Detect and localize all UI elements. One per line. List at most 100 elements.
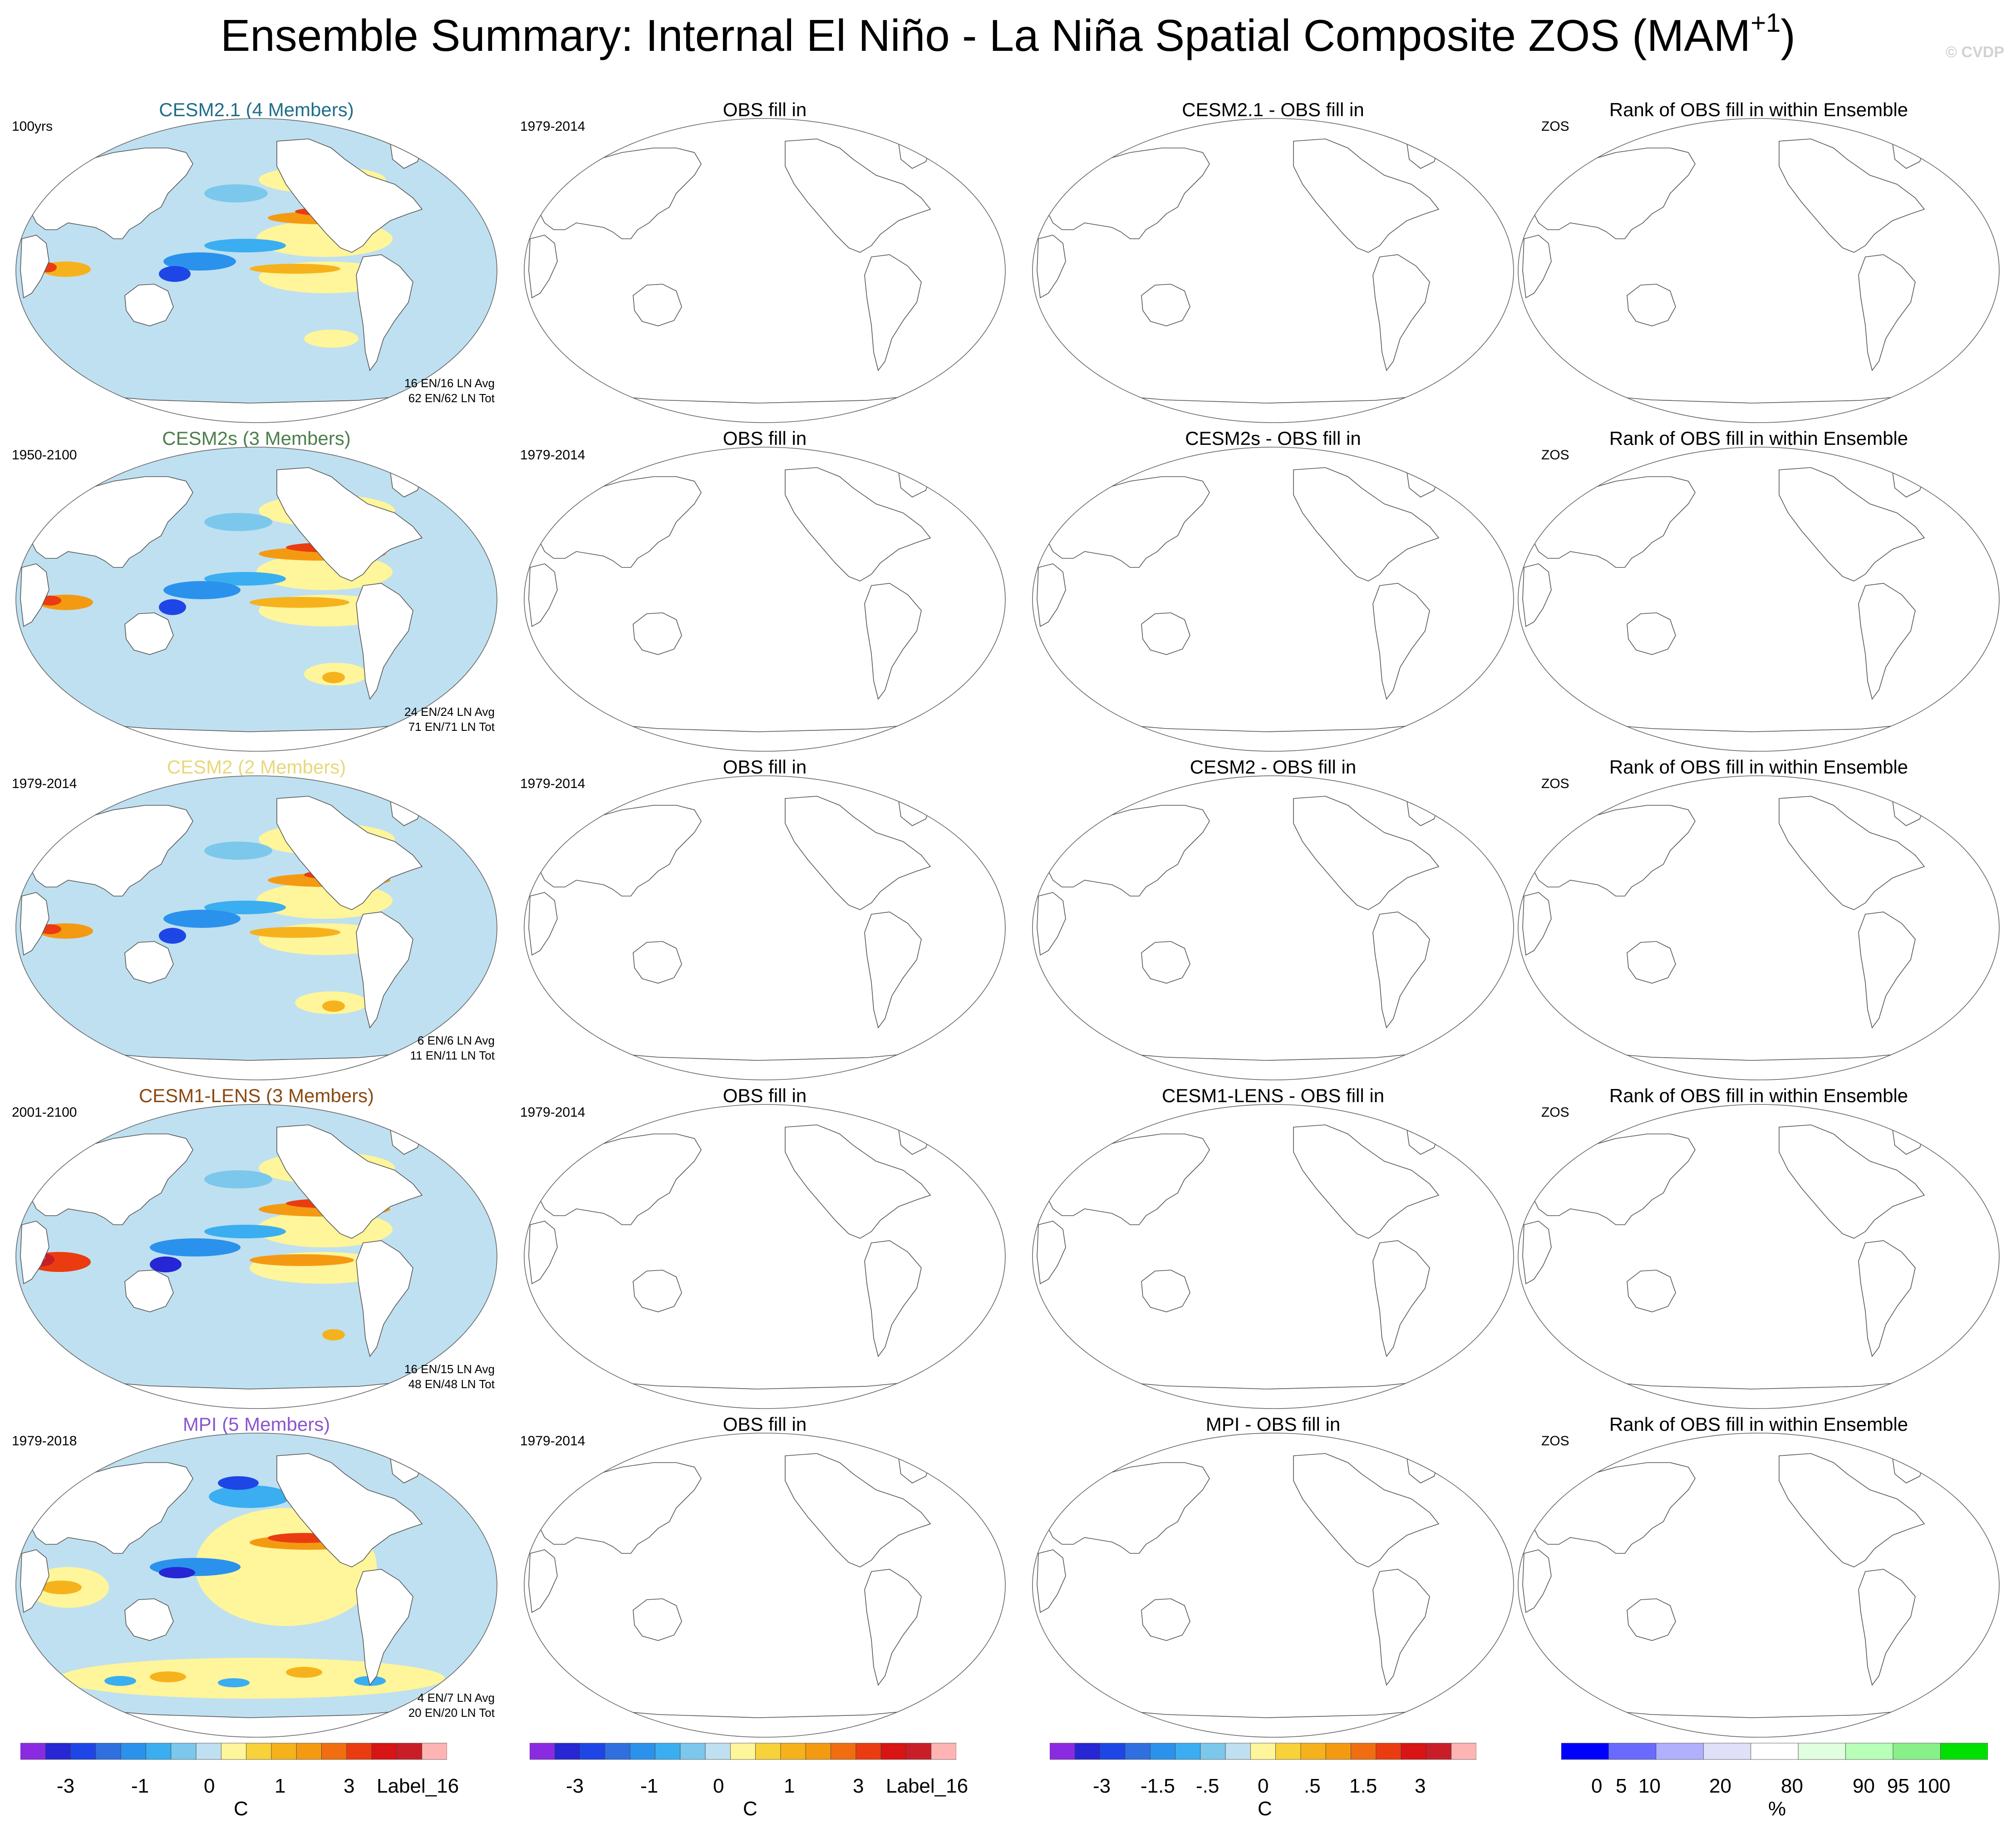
panel-title: OBS fill in: [723, 99, 807, 120]
continent-outline: [124, 612, 174, 655]
continent-outline: [1779, 138, 1925, 253]
globe-border: [15, 447, 497, 752]
continent-outline: [785, 138, 931, 253]
colorbar-swatch: [580, 1743, 605, 1760]
panel-title: Rank of OBS fill in within Ensemble: [1609, 1414, 1908, 1435]
colorbar-tick: 1: [275, 1775, 286, 1797]
colorbar-tick: Label_16: [377, 1775, 459, 1797]
anomaly-patch: [250, 597, 349, 608]
continent-outline: [20, 1549, 49, 1613]
ocean-background: [1033, 1104, 1514, 1409]
colorbar-swatch: [1376, 1743, 1401, 1760]
continent-outline: [528, 1549, 558, 1613]
continent-outline: [864, 583, 922, 700]
colorbar-tick: 0: [1591, 1775, 1603, 1797]
colorbar-swatch: [1250, 1743, 1276, 1760]
continent-outline: [1141, 284, 1190, 326]
colorbar-swatch: [1656, 1743, 1704, 1760]
colorbar-swatch: [1050, 1743, 1075, 1760]
continent-outline: [1293, 1124, 1440, 1239]
panel-variable: ZOS: [1541, 448, 1569, 463]
continent-outline: [1779, 467, 1925, 581]
colorbar-obs: -3 -1 0 1 3 Label_16 C: [530, 1742, 983, 1833]
ocean-background: [1518, 1433, 1999, 1737]
panel-title: CESM1-LENS - OBS fill in: [1161, 1085, 1385, 1106]
outline-map: [1032, 775, 1514, 1080]
panel-diff-3: CESM2 - OBS fill in: [1021, 756, 1525, 1085]
outline-map: [524, 447, 1006, 752]
colorbar-swatch: [1200, 1743, 1226, 1760]
colorbar-swatch: [1845, 1743, 1893, 1760]
colorbar-swatch: [1401, 1743, 1426, 1760]
colorbar-tick: -1.5: [1141, 1775, 1175, 1797]
colorbar-swatch: [271, 1743, 297, 1760]
colorbar-swatch: [371, 1743, 397, 1760]
continent-outline: [356, 583, 413, 700]
colorbar-swatch: [1750, 1743, 1799, 1760]
outline-map: [1032, 447, 1514, 752]
globe-border: [1518, 1104, 2000, 1409]
colorbar-tick: 1.5: [1349, 1775, 1377, 1797]
continent-outline: [1141, 612, 1190, 655]
colorbar-swatch: [246, 1743, 272, 1760]
colorbar-swatch: [1300, 1743, 1326, 1760]
colorbar-swatches: [530, 1743, 956, 1760]
colorbar-swatch: [1893, 1743, 1941, 1760]
panel-diff-4: CESM1-LENS - OBS fill in: [1021, 1085, 1525, 1414]
colorbar-swatch: [1451, 1743, 1476, 1760]
anomaly-patch: [304, 330, 359, 348]
continent-outline: [1779, 1453, 1925, 1567]
continent-outline: [1858, 1569, 1916, 1686]
colorbar-swatch: [196, 1743, 221, 1760]
colorbar-swatch: [931, 1743, 956, 1760]
anomaly-patch: [159, 599, 186, 615]
continent-outline: [1627, 1270, 1676, 1312]
ocean-background: [1518, 776, 1999, 1080]
colorbar-tick: 5: [1616, 1775, 1627, 1797]
continent-outline: [124, 1270, 174, 1312]
continent-outline: [864, 912, 922, 1029]
colorbar-swatch: [605, 1743, 630, 1760]
colorbar-swatch: [880, 1743, 906, 1760]
globe-border: [1518, 775, 2000, 1080]
colorbar-swatch: [296, 1743, 322, 1760]
continent-outline: [1522, 563, 1552, 627]
continent-outline: [528, 235, 558, 299]
continent-outline: [785, 467, 931, 581]
continent-outline: [1779, 796, 1925, 910]
continent-outline: [1372, 583, 1430, 700]
panel-title: CESM2s (3 Members): [162, 428, 351, 449]
colorbar-swatch: [755, 1743, 781, 1760]
continent-outline: [1627, 941, 1676, 984]
continent-outline: [20, 892, 49, 956]
continent-outline: [276, 1124, 423, 1239]
continent-outline: [1858, 254, 1916, 371]
colorbar-swatch: [346, 1743, 372, 1760]
colorbar-swatch: [221, 1743, 247, 1760]
panel-rank-2: Rank of OBS fill in within Ensemble ZOS: [1507, 428, 2011, 756]
panel-title: OBS fill in: [723, 756, 807, 778]
figure-title: Ensemble Summary: Internal El Niño - La …: [220, 8, 1796, 60]
continent-outline: [1037, 1549, 1066, 1613]
ocean-background: [524, 447, 1005, 751]
continent-outline: [1037, 1221, 1066, 1285]
continent-outline: [785, 796, 931, 910]
anomaly-patch: [163, 252, 236, 271]
continent-outline: [864, 1569, 922, 1686]
panel-title: OBS fill in: [723, 1085, 807, 1106]
panel-ensemble-cesm2: CESM2 (2 Members) 1979-2014 6 EN/6 LN Av…: [5, 756, 508, 1085]
continent-outline: [1627, 1598, 1676, 1641]
colorbar-swatch: [45, 1743, 71, 1760]
composite-map: [15, 1104, 497, 1409]
anomaly-patch: [250, 1254, 354, 1266]
continent-outline: [633, 612, 682, 655]
continent-outline: [276, 796, 423, 910]
globe-border: [1518, 1433, 2000, 1738]
panel-rank-5: Rank of OBS fill in within Ensemble ZOS: [1507, 1414, 2011, 1742]
colorbar-swatch: [1561, 1743, 1609, 1760]
colorbar-swatch: [629, 1743, 655, 1760]
continent-outline: [1141, 1270, 1190, 1312]
continent-outline: [633, 1270, 682, 1312]
outline-map: [524, 1433, 1006, 1738]
panel-ensemble-cesm1lens: CESM1-LENS (3 Members) 2001-2100 16 EN/1…: [5, 1085, 508, 1414]
